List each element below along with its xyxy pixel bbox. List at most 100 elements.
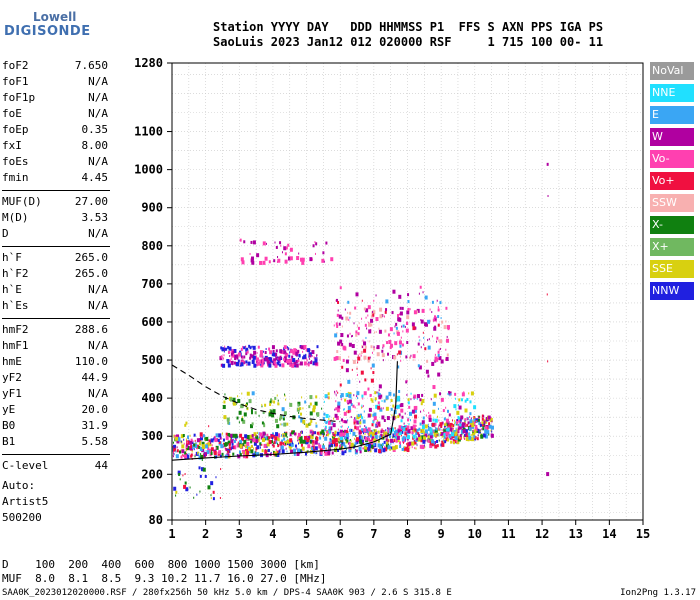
data-point (409, 411, 413, 416)
data-point (367, 430, 369, 433)
data-point (239, 350, 242, 354)
data-point (412, 424, 416, 429)
data-point (482, 433, 486, 438)
data-point (408, 423, 410, 426)
data-point (279, 359, 281, 362)
data-point (239, 362, 241, 365)
data-point (367, 427, 371, 432)
data-point (419, 444, 423, 449)
data-point (248, 399, 252, 404)
data-point (209, 443, 212, 447)
data-point (361, 404, 363, 407)
data-point (439, 427, 441, 430)
data-point (406, 393, 408, 396)
param-row: D N/A (2, 226, 108, 242)
data-point (272, 362, 275, 366)
data-point (298, 411, 300, 414)
data-point (305, 357, 307, 360)
data-point (300, 443, 303, 447)
data-point (358, 431, 361, 435)
data-point (275, 432, 279, 437)
data-point (378, 389, 380, 392)
data-point (200, 454, 204, 459)
data-point (416, 437, 419, 441)
data-point (299, 439, 303, 444)
data-point (183, 484, 187, 489)
data-point (243, 346, 246, 350)
data-point (404, 436, 407, 440)
data-point (323, 435, 325, 438)
data-point (359, 380, 361, 383)
data-point (441, 429, 443, 432)
data-point (358, 322, 360, 325)
data-point (376, 391, 378, 394)
data-point (393, 410, 397, 415)
data-point (489, 417, 493, 422)
data-point (314, 446, 318, 451)
data-point (259, 446, 261, 449)
data-point (452, 427, 454, 430)
data-point (456, 440, 460, 445)
data-point (424, 295, 428, 300)
data-point (245, 444, 249, 449)
data-point (438, 348, 440, 351)
param-label: D (2, 227, 9, 240)
data-point (378, 384, 382, 389)
data-point (253, 432, 257, 437)
data-point (400, 403, 404, 408)
data-point (228, 442, 231, 446)
data-point (362, 339, 364, 342)
data-point (349, 439, 351, 442)
data-point (361, 406, 363, 409)
data-point (283, 434, 285, 437)
data-point (307, 363, 310, 367)
data-point (341, 398, 343, 401)
data-point (335, 400, 337, 403)
data-point (450, 436, 452, 439)
data-point (334, 413, 338, 418)
data-point (364, 433, 366, 436)
data-point (266, 433, 269, 437)
data-point (547, 194, 549, 197)
data-point (289, 363, 292, 367)
param-label: hmF1 (2, 339, 29, 352)
data-point (277, 438, 280, 442)
data-point (173, 434, 176, 438)
data-point (310, 431, 312, 434)
data-point (208, 448, 212, 453)
data-point (234, 361, 237, 365)
data-point (292, 358, 296, 363)
data-point (329, 437, 331, 440)
data-point (357, 402, 360, 406)
data-point (441, 435, 443, 438)
data-point (194, 454, 196, 457)
data-point (395, 326, 398, 330)
data-point (284, 353, 288, 358)
data-point (359, 425, 361, 428)
data-point (366, 430, 368, 433)
data-point (186, 453, 188, 456)
data-point (403, 422, 405, 425)
data-point (478, 429, 482, 434)
data-point (290, 442, 294, 447)
data-point (448, 413, 451, 417)
data-point (431, 439, 435, 444)
data-point (383, 432, 387, 437)
data-point (445, 418, 449, 423)
param-label: foF1 (2, 75, 29, 88)
data-point (200, 453, 202, 456)
x-tick-label: 1 (168, 527, 175, 541)
param-row: h`F 265.0 (2, 250, 108, 266)
data-point (432, 318, 435, 322)
data-point (220, 468, 222, 471)
legend-item: Vo- (650, 150, 694, 168)
data-point (231, 446, 234, 450)
data-point (353, 350, 357, 355)
data-point (304, 452, 307, 456)
data-point (332, 435, 336, 440)
data-point (483, 415, 485, 418)
data-point (219, 497, 221, 500)
data-point (226, 453, 230, 458)
data-point (259, 359, 263, 364)
data-point (375, 423, 379, 428)
